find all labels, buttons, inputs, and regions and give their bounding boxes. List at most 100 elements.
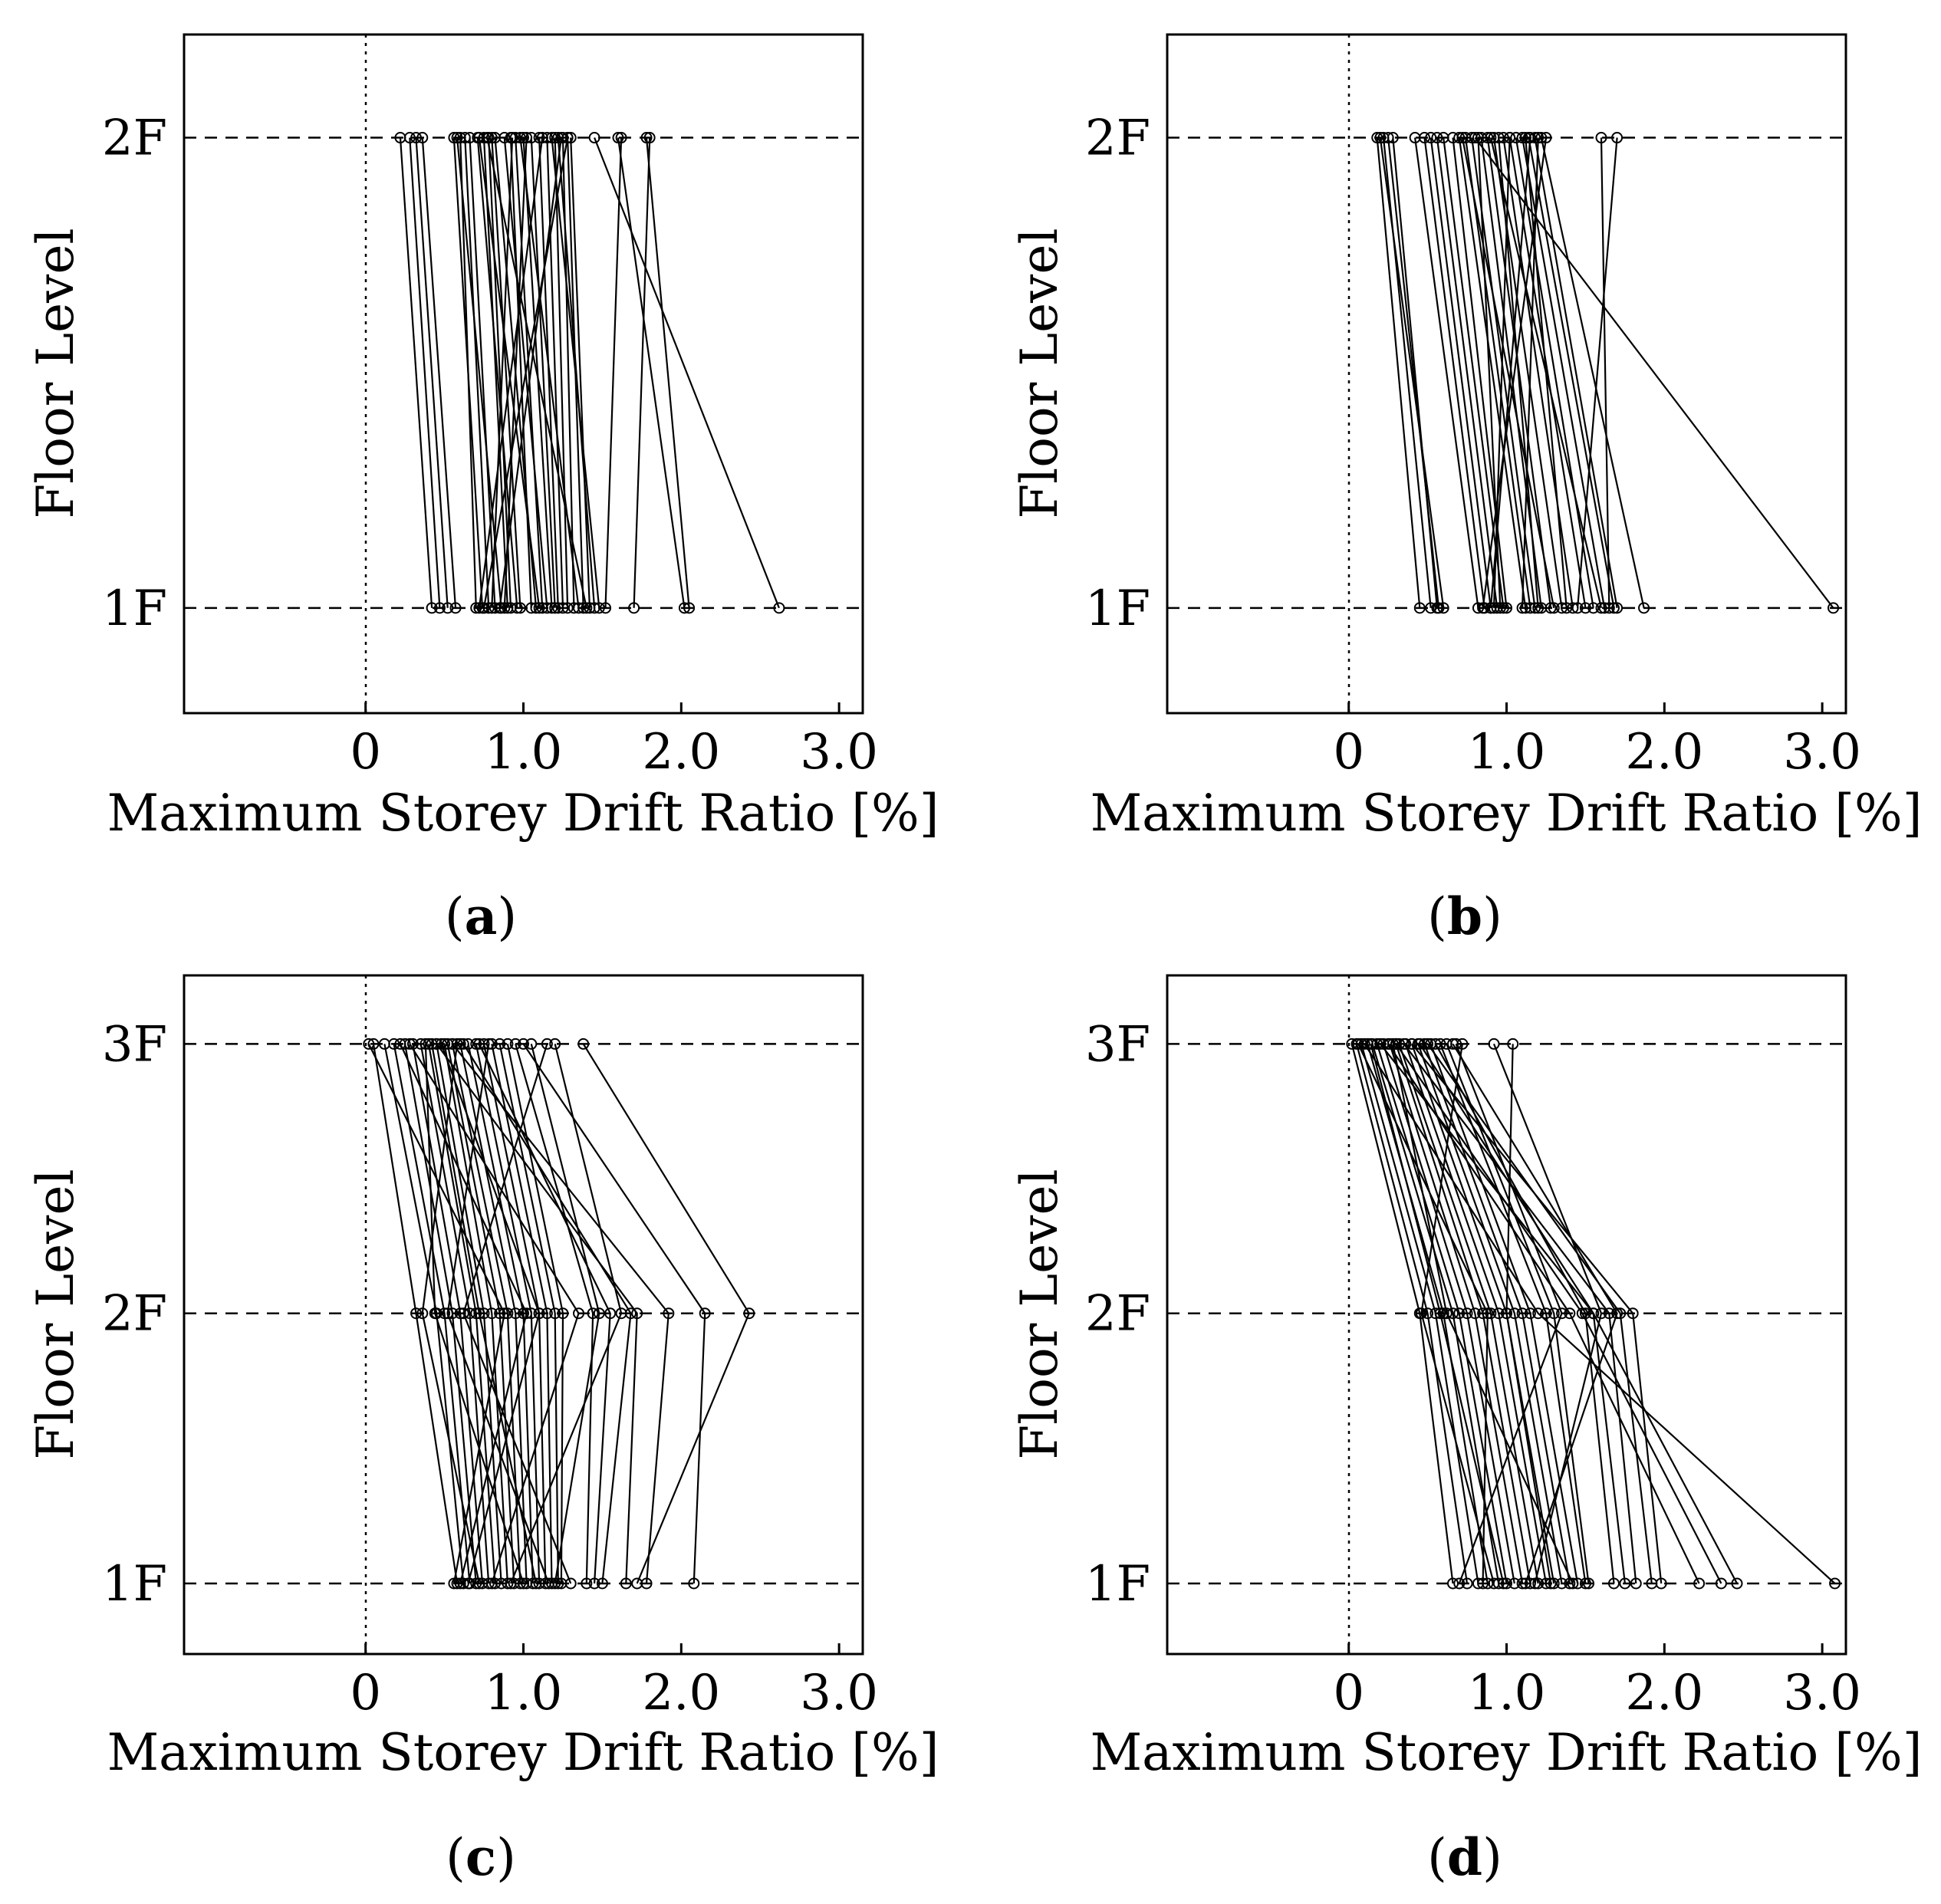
x-tick-label: 3.0 <box>800 724 878 781</box>
drift-profile-line <box>1515 137 1594 608</box>
drift-profile-line <box>1540 137 1645 609</box>
drift-marker <box>494 1037 506 1050</box>
drift-profile-line <box>478 1043 611 1584</box>
drift-marker <box>1477 1307 1489 1320</box>
drift-marker <box>451 1577 463 1590</box>
drift-marker <box>478 1037 490 1050</box>
drift-profile-line <box>570 137 591 608</box>
drift-marker <box>502 1307 514 1320</box>
drift-marker <box>1422 1307 1434 1320</box>
drift-marker <box>394 1037 406 1050</box>
x-tick-label: 1.0 <box>485 724 563 781</box>
drift-profile-line <box>440 1044 541 1584</box>
drift-marker <box>1595 1307 1607 1320</box>
drift-marker <box>1583 1577 1595 1590</box>
drift-profile-line <box>1436 137 1499 608</box>
drift-marker <box>573 602 585 614</box>
drift-profile-line <box>399 137 433 608</box>
drift-marker <box>541 132 553 144</box>
drift-marker <box>485 132 498 144</box>
drift-marker <box>518 132 529 144</box>
drift-marker <box>1524 1307 1536 1320</box>
drift-profile-line <box>393 1044 471 1584</box>
drift-profile-line <box>1419 1043 1626 1584</box>
drift-profile-line <box>617 137 686 608</box>
drift-marker <box>1611 1307 1624 1320</box>
drift-profile-line <box>491 137 514 608</box>
drift-marker <box>588 132 600 144</box>
drift-marker <box>1453 1307 1466 1320</box>
panel-d: 0 1.0 2.0 3.0 1F 2F 3F Maximum Storey Drift R… <box>1010 974 1922 1887</box>
drift-marker <box>457 1037 469 1050</box>
drift-profile-line <box>469 137 496 608</box>
drift-marker <box>494 602 506 614</box>
drift-marker <box>1461 1577 1473 1590</box>
drift-profile-line <box>554 137 569 608</box>
drift-marker <box>1382 132 1394 144</box>
drift-marker <box>1485 1307 1497 1320</box>
drift-marker <box>588 1577 600 1590</box>
drift-marker <box>1508 1577 1521 1590</box>
drift-marker <box>1425 602 1437 614</box>
drift-profile-line <box>1455 1043 1563 1584</box>
drift-marker <box>416 1307 429 1320</box>
y-ticks: 1F 2F <box>102 110 167 637</box>
drift-marker <box>541 1037 553 1050</box>
x-tick-label: 2.0 <box>642 724 720 781</box>
drift-marker <box>541 1307 553 1320</box>
drift-marker <box>433 602 446 614</box>
drift-marker <box>533 1307 545 1320</box>
y-tick-label: 2F <box>1085 110 1150 167</box>
drift-marker <box>1619 1577 1631 1590</box>
drift-marker <box>1482 1577 1494 1590</box>
drift-profile-line <box>1474 136 1834 609</box>
drift-profile-line <box>443 1044 508 1584</box>
drift-profile-line <box>456 137 502 608</box>
drift-marker <box>429 1307 441 1320</box>
drift-marker <box>1507 1037 1519 1050</box>
drift-marker <box>454 1037 466 1050</box>
drift-marker <box>1434 1037 1446 1050</box>
drift-profile-line <box>1429 137 1492 608</box>
drift-marker <box>505 1577 517 1590</box>
drift-profile-line <box>509 137 532 608</box>
drift-marker <box>573 1307 585 1320</box>
drift-marker <box>1406 1037 1418 1050</box>
drift-profile-line <box>1423 137 1485 608</box>
drift-profile-line <box>582 1043 751 1584</box>
drift-profile-line <box>1434 1043 1615 1584</box>
drift-marker <box>1456 132 1469 144</box>
drift-marker <box>533 132 545 144</box>
drift-profile-line <box>1439 1043 1587 1584</box>
x-tick-label: 3.0 <box>800 1665 878 1721</box>
drift-profile-line <box>1452 1043 1618 1584</box>
drift-marker <box>462 1577 474 1590</box>
drift-marker <box>1579 1577 1591 1590</box>
drift-marker <box>1630 1577 1642 1590</box>
drift-profile-line <box>515 137 544 608</box>
drift-marker <box>439 1037 451 1050</box>
drift-marker <box>1571 602 1584 614</box>
drift-profile-line <box>1464 137 1531 608</box>
drift-marker <box>430 1037 442 1050</box>
drift-profile-line <box>1522 137 1539 608</box>
drift-marker <box>1595 602 1607 614</box>
drift-profile-line <box>383 1044 465 1584</box>
panel-a: 0 1.0 2.0 3.0 1F 2F Maximum Storey Drift Rat… <box>26 33 939 946</box>
drift-marker <box>1352 1037 1364 1050</box>
series-markers <box>1371 132 1840 614</box>
drift-marker <box>485 602 498 614</box>
drift-marker <box>1603 602 1615 614</box>
drift-marker <box>454 1577 466 1590</box>
drift-marker <box>1564 1577 1576 1590</box>
panel-caption: (d) <box>1427 1827 1502 1887</box>
drift-profile-line <box>1350 1044 1454 1584</box>
drift-profile-line <box>467 1044 534 1584</box>
x-tick-label: 0 <box>1333 724 1364 781</box>
drift-marker <box>419 1037 432 1050</box>
drift-profile-line <box>1355 1044 1469 1584</box>
drift-marker <box>1358 1037 1370 1050</box>
drift-marker <box>577 602 590 614</box>
drift-profile-line <box>452 1043 669 1584</box>
drift-marker <box>1603 1307 1615 1320</box>
